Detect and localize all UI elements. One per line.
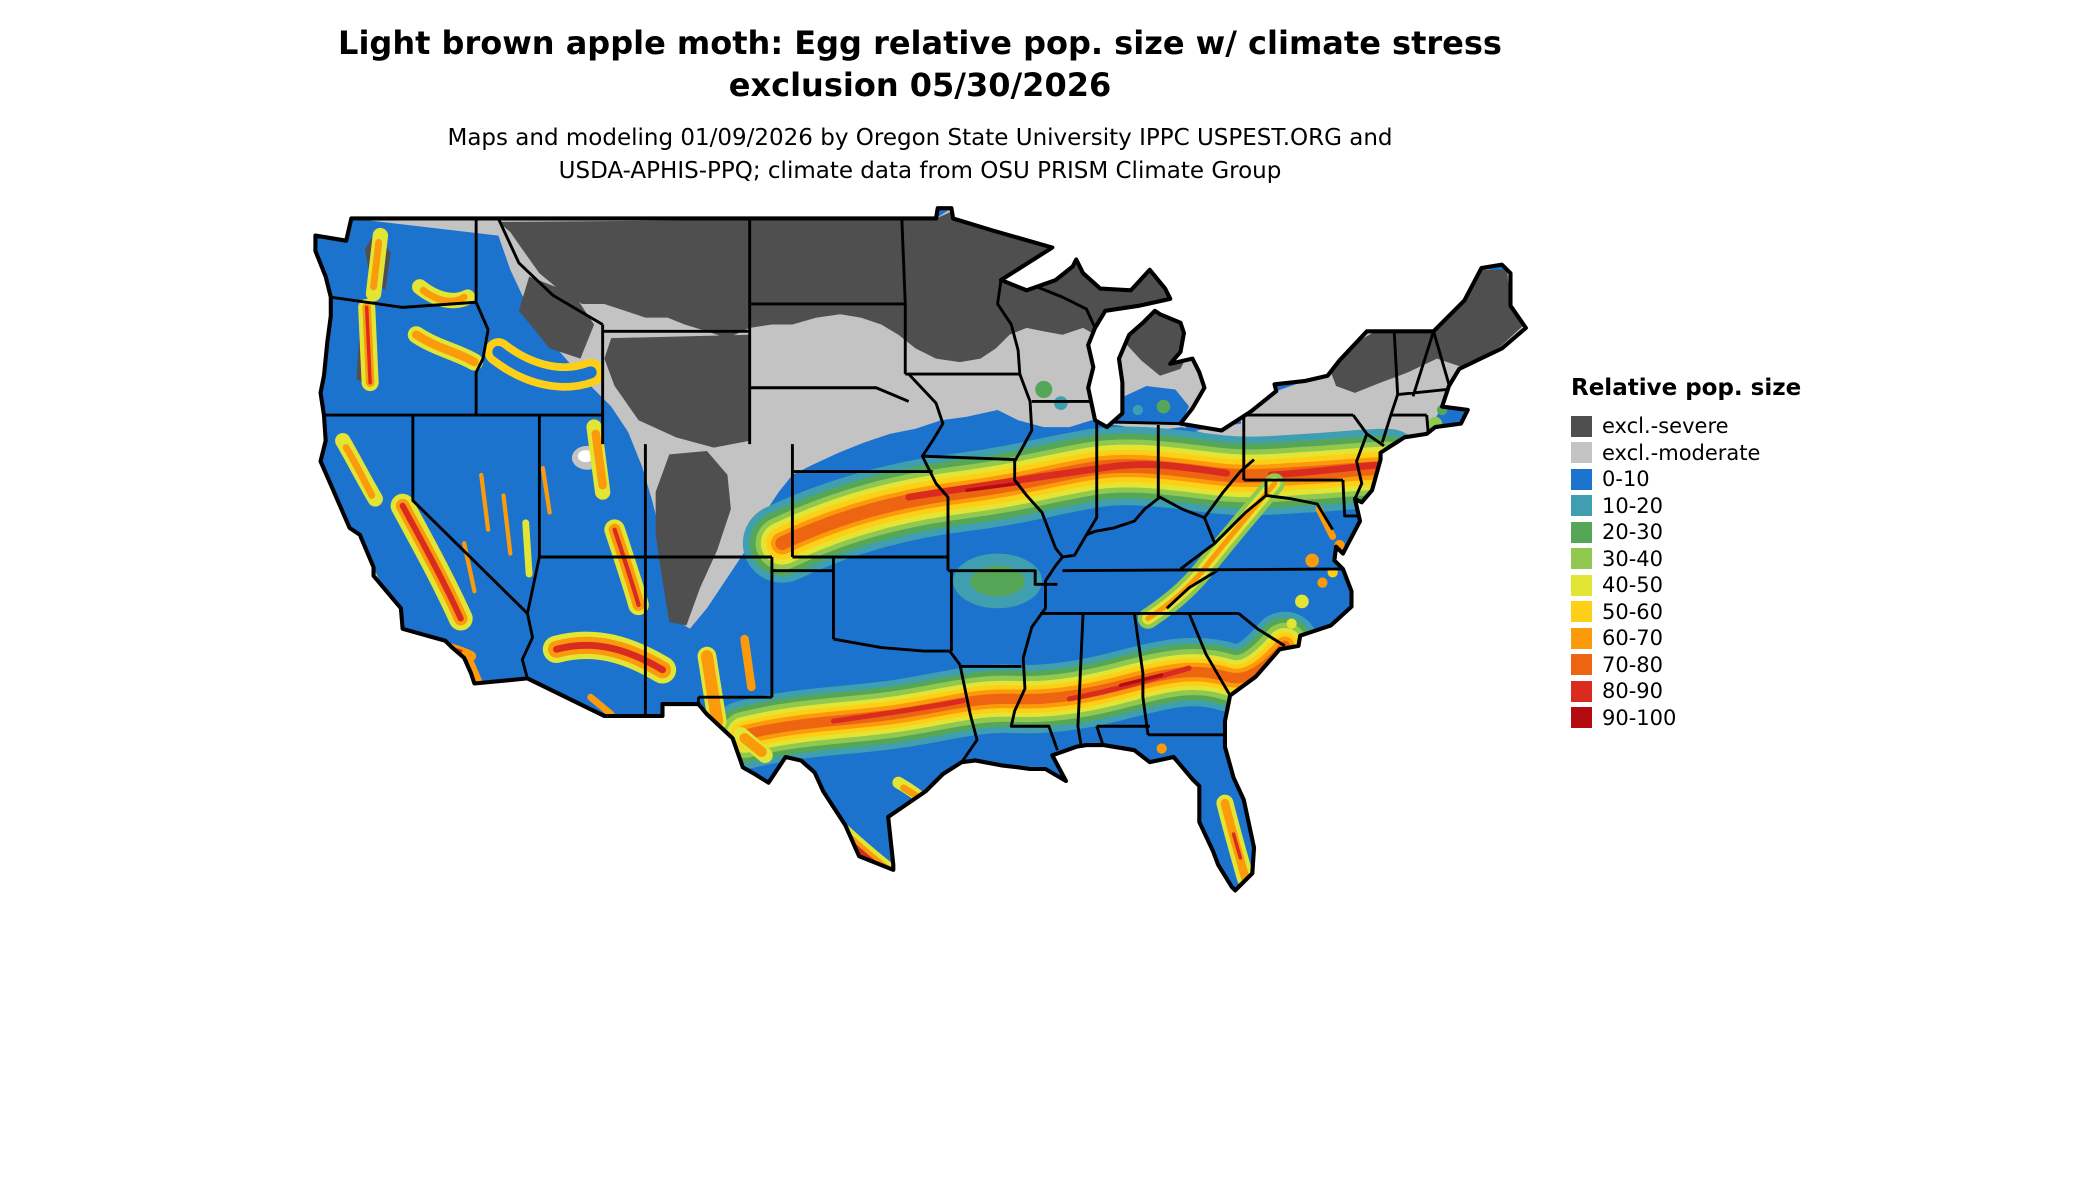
yellow-spot bbox=[1286, 618, 1297, 629]
legend-item: excl.-severe bbox=[1571, 413, 1801, 440]
legend-item: excl.-moderate bbox=[1571, 440, 1801, 467]
page: { "header": { "title_line1": "Light brow… bbox=[0, 22, 1840, 893]
legend-label: 20-30 bbox=[1602, 520, 1664, 545]
excl-severe-rockies bbox=[655, 451, 731, 626]
legend-swatch bbox=[1571, 521, 1592, 543]
map-fill-layers bbox=[315, 208, 1526, 891]
legend-label: 10-20 bbox=[1602, 493, 1664, 518]
legend-label: 90-100 bbox=[1602, 705, 1677, 730]
teal-patch bbox=[1054, 396, 1068, 410]
legend-swatch bbox=[1571, 468, 1592, 490]
map-image bbox=[313, 206, 1528, 893]
yellow-spot bbox=[1295, 594, 1309, 609]
florida-east-patches bbox=[1225, 505, 1337, 878]
page-title: Light brown apple moth: Egg relative pop… bbox=[0, 22, 1840, 106]
title-line-1: Light brown apple moth: Egg relative pop… bbox=[338, 24, 1502, 62]
legend-label: 40-50 bbox=[1602, 573, 1664, 598]
legend-swatch bbox=[1571, 442, 1592, 464]
legend-label: 30-40 bbox=[1602, 546, 1664, 571]
legend-item: 90-100 bbox=[1571, 705, 1801, 732]
legend-item: 50-60 bbox=[1571, 599, 1801, 626]
legend-swatch bbox=[1571, 574, 1592, 596]
subtitle-line-2: USDA-APHIS-PPQ; climate data from OSU PR… bbox=[558, 158, 1282, 184]
orange-spot bbox=[1156, 743, 1167, 754]
us-outline bbox=[313, 206, 1528, 893]
legend-label: excl.-moderate bbox=[1602, 440, 1761, 465]
green-patch bbox=[1156, 399, 1171, 414]
legend-swatch bbox=[1571, 680, 1592, 702]
legend-label: 0-10 bbox=[1602, 467, 1650, 492]
legend-title: Relative pop. size bbox=[1571, 375, 1802, 401]
title-line-2: exclusion 05/30/2026 bbox=[728, 66, 1112, 104]
map-legend: Relative pop. size excl.-severe excl.-mo… bbox=[1571, 375, 1801, 731]
legend-item: 10-20 bbox=[1571, 493, 1801, 520]
teal-patch bbox=[1132, 404, 1143, 416]
michigan-south-blue bbox=[1107, 386, 1190, 424]
legend-item: 20-30 bbox=[1571, 519, 1801, 546]
legend-item: 40-50 bbox=[1571, 572, 1801, 599]
legend-item: 0-10 bbox=[1571, 466, 1801, 493]
page-subtitle: Maps and modeling 01/09/2026 by Oregon S… bbox=[0, 122, 1840, 188]
southern-band bbox=[745, 646, 1285, 735]
legend-label: 80-90 bbox=[1602, 679, 1664, 704]
excl-severe-north bbox=[498, 211, 1190, 376]
legend-swatch bbox=[1571, 707, 1592, 729]
legend-label: excl.-severe bbox=[1602, 414, 1729, 439]
legend-item: 70-80 bbox=[1571, 652, 1801, 679]
legend-item: 30-40 bbox=[1571, 546, 1801, 573]
legend-item: 60-70 bbox=[1571, 625, 1801, 652]
legend-label: 60-70 bbox=[1602, 626, 1664, 651]
excl-severe-wyoming bbox=[604, 334, 750, 448]
green-patch bbox=[1035, 380, 1053, 398]
excl-severe-regions bbox=[356, 211, 1523, 626]
legend-swatch bbox=[1571, 627, 1592, 649]
midwest-band bbox=[782, 465, 1387, 544]
ozark-green bbox=[970, 565, 1025, 597]
orange-spot bbox=[1317, 577, 1328, 588]
legend-swatch bbox=[1571, 601, 1592, 623]
legend-swatch bbox=[1571, 495, 1592, 517]
legend-swatch bbox=[1571, 548, 1592, 570]
legend-item: 80-90 bbox=[1571, 678, 1801, 705]
orange-spot bbox=[1305, 553, 1319, 568]
legend-label: 70-80 bbox=[1602, 652, 1664, 677]
excl-severe-idaho bbox=[518, 276, 595, 359]
legend-label: 50-60 bbox=[1602, 599, 1664, 624]
subtitle-line-1: Maps and modeling 01/09/2026 by Oregon S… bbox=[447, 125, 1393, 151]
great-salt-lake bbox=[577, 450, 594, 463]
legend-swatch bbox=[1571, 415, 1592, 437]
legend-swatch bbox=[1571, 654, 1592, 676]
us-population-map bbox=[163, 133, 1839, 1193]
state-borders bbox=[323, 217, 1451, 763]
